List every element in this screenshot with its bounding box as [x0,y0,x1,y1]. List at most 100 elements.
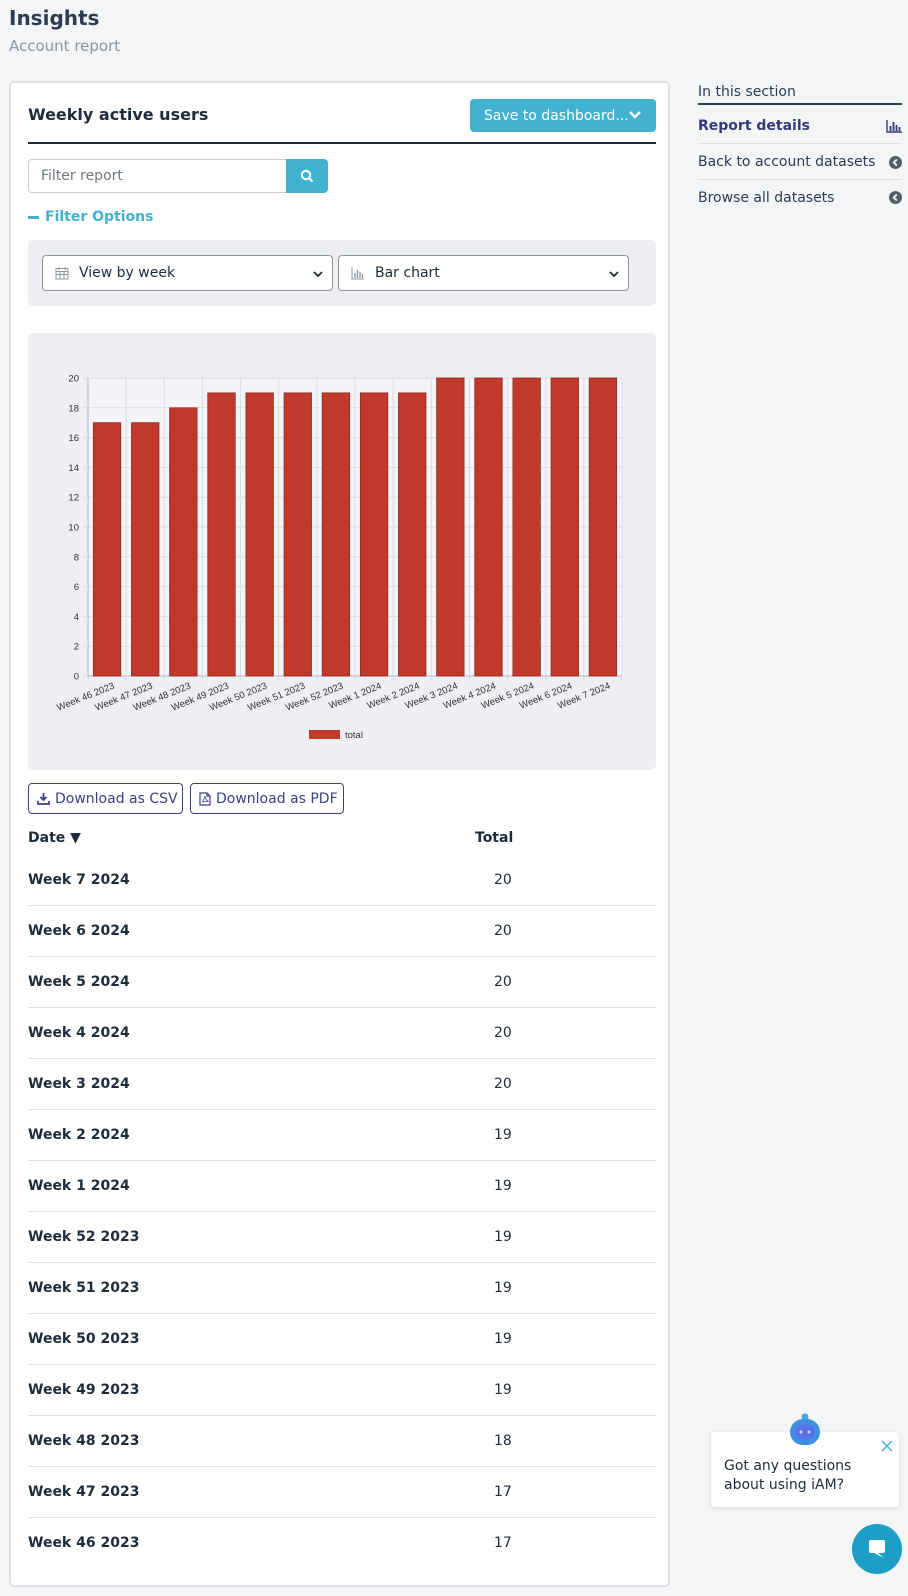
save-to-dashboard-label: Save to dashboard... [484,107,629,124]
y-tick-label: 14 [68,463,79,474]
y-tick-label: 6 [74,582,79,593]
bar [169,407,198,677]
bar [512,377,541,677]
back-arrow-icon [889,191,902,204]
y-tick-label: 2 [74,642,79,653]
table-row: Week 49 2023 19 [28,1365,656,1416]
row-date: Week 5 2024 [28,974,130,990]
date-column-header[interactable]: Date ▼ [28,830,81,846]
search-button[interactable] [286,159,328,193]
table-row: Week 52 2023 19 [28,1212,656,1263]
bar [398,392,427,677]
bar [550,377,579,677]
download-pdf-label: Download as PDF [216,790,338,807]
sidebar-item-back-to-account-datasets[interactable]: Back to account datasets [698,145,902,180]
chart-type-value: Bar chart [375,265,440,281]
table-row: Week 47 2023 17 [28,1467,656,1518]
title-divider [28,142,656,144]
row-total: 17 [494,1484,512,1500]
table-row: Week 46 2023 17 [28,1518,656,1569]
table-row: Week 4 2024 20 [28,1008,656,1059]
row-total: 18 [494,1433,512,1449]
bar [359,392,389,677]
view-by-value: View by week [79,265,176,281]
chart-type-select[interactable]: Bar chart [338,255,629,291]
table-row: Week 1 2024 19 [28,1161,656,1212]
download-pdf-button[interactable]: Download as PDF [190,783,344,814]
section-heading: In this section [698,84,796,100]
bar [92,422,122,677]
legend-label: total [345,730,363,741]
sidebar-item-label: Report details [698,118,810,134]
row-date: Week 3 2024 [28,1076,130,1092]
chat-launcher-button[interactable] [852,1524,902,1574]
bar [245,392,274,677]
row-date: Week 50 2023 [28,1331,140,1347]
download-csv-label: Download as CSV [55,790,178,807]
table-row: Week 5 2024 20 [28,957,656,1008]
sidebar-item-label: Browse all datasets [698,189,835,206]
save-to-dashboard-button[interactable]: Save to dashboard... [470,99,656,132]
chat-icon [869,1540,885,1558]
bar-chart-icon [351,267,364,280]
calendar-icon [55,267,69,280]
chevron-down-icon [313,271,323,278]
chevron-down-icon [629,111,641,119]
close-icon[interactable] [881,1440,893,1452]
row-total: 20 [494,923,512,939]
sidebar-item-browse-all-datasets[interactable]: Browse all datasets [698,180,902,215]
bar [207,392,236,677]
chatbot-avatar-icon [790,1413,820,1445]
view-by-select[interactable]: View by week [42,255,333,291]
table-row: Week 6 2024 20 [28,906,656,957]
table-row: Week 48 2023 18 [28,1416,656,1467]
y-tick-label: 4 [74,612,79,623]
filter-options-label: Filter Options [45,209,154,225]
collapse-icon [28,215,39,219]
y-tick-label: 8 [74,552,79,563]
report-title: Weekly active users [28,105,209,124]
row-total: 19 [494,1178,512,1194]
y-tick-label: 10 [68,523,79,534]
row-date: Week 47 2023 [28,1484,140,1500]
table-row: Week 3 2024 20 [28,1059,656,1110]
total-column-header[interactable]: Total [475,830,514,846]
row-total: 20 [494,1076,512,1092]
chevron-down-icon [609,271,619,278]
filter-options-toggle[interactable]: Filter Options [28,209,153,225]
y-tick-label: 18 [68,403,79,414]
row-total: 20 [494,1025,512,1041]
table-row: Week 7 2024 20 [28,855,656,906]
chart-panel: 0 2 4 6 8 10 12 14 16 18 20 Week 46 2023 Week 47 202… [28,333,656,770]
download-icon [37,793,50,805]
bar [283,392,312,677]
chat-prompt[interactable]: Got any questions about using iAM? [711,1432,899,1507]
row-total: 17 [494,1535,512,1551]
pdf-file-icon [199,791,211,806]
back-arrow-icon [889,156,902,169]
bar [474,377,503,677]
row-total: 19 [494,1280,512,1296]
row-total: 19 [494,1331,512,1347]
row-date: Week 52 2023 [28,1229,140,1245]
row-total: 19 [494,1127,512,1143]
row-date: Week 46 2023 [28,1535,140,1551]
page-title: Insights [9,6,100,30]
table-row: Week 50 2023 19 [28,1314,656,1365]
row-date: Week 7 2024 [28,872,130,888]
row-total: 20 [494,974,512,990]
report-table: Week 7 2024 20 Week 6 2024 20 Week 5 2024 2… [28,855,656,1569]
bar [131,422,160,677]
download-csv-button[interactable]: Download as CSV [28,783,183,814]
row-date: Week 51 2023 [28,1280,140,1296]
filter-report-input[interactable] [28,159,286,193]
row-date: Week 49 2023 [28,1382,140,1398]
bar [436,377,465,677]
chat-message: Got any questions about using iAM? [724,1458,852,1493]
search-icon [300,169,314,183]
sidebar-item-report-details[interactable]: Report details [698,109,902,144]
row-date: Week 6 2024 [28,923,130,939]
row-date: Week 1 2024 [28,1178,130,1194]
table-row: Week 51 2023 19 [28,1263,656,1314]
